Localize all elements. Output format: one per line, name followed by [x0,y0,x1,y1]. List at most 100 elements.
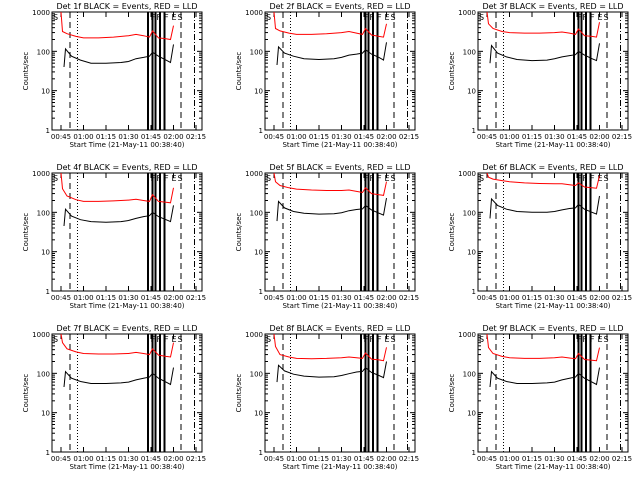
y-axis-label: Counts/sec [235,213,243,252]
y-tick-label: 10 [467,88,476,96]
lld-series-line [486,333,600,362]
x-tick-label: 02:00 [163,294,183,302]
x-axis-label: Start Time (21-May-11 00:38:40) [495,141,610,149]
y-axis-label: Counts/sec [235,52,243,91]
detector-panel-6: Det 6f BLACK = Events, RED = LLD 1 10 100 10… [448,163,632,310]
y-tick-label: 100 [463,209,476,217]
y-tick-label: 10 [41,249,50,257]
x-tick-label: 01:30 [118,133,138,141]
y-tick-label: 10 [41,410,50,418]
flag-label: S [266,13,271,22]
x-tick-label: 02:00 [163,133,183,141]
flag-label: F [370,335,375,344]
x-tick-label: 01:45 [567,455,587,463]
x-tick-label: 02:15 [186,294,206,302]
y-tick-label: 10 [467,249,476,257]
flag-label: F [364,335,369,344]
y-tick-label: 1000 [458,331,476,339]
lld-series-line [273,172,387,196]
flag-label: S [178,335,183,344]
x-tick-label: 01:15 [309,455,329,463]
x-tick-label: 02:15 [186,455,206,463]
x-axis-label: Start Time (21-May-11 00:38:40) [69,463,184,471]
x-tick-label: 01:15 [96,133,116,141]
x-tick-label: 02:15 [399,133,419,141]
flag-label: F [583,174,588,183]
y-axis-label: Counts/sec [22,374,30,413]
flag-label: E [172,174,177,183]
y-tick-label: 100 [250,48,263,56]
detector-panel-1: Det 1f BLACK = Events, RED = LLD 1 10 100 10… [22,2,206,149]
lld-series-line [486,172,600,189]
y-tick-label: 10 [41,88,50,96]
flag-label: S [266,335,271,344]
flag-label: S [53,13,58,22]
panel-title: Det 7f BLACK = Events, RED = LLD [56,324,197,333]
x-tick-label: 01:15 [309,133,329,141]
x-tick-label: 01:00 [499,133,519,141]
x-tick-label: 01:15 [522,294,542,302]
plot-frame [264,11,416,131]
x-axis-label: Start Time (21-May-11 00:38:40) [495,302,610,310]
y-tick-label: 1 [259,127,263,135]
lld-series-line [60,11,174,41]
x-tick-label: 01:00 [499,294,519,302]
flag-label: F [164,13,169,22]
x-tick-label: 01:30 [544,455,564,463]
x-tick-label: 00:45 [51,455,71,463]
flag-label: E [598,335,603,344]
x-tick-label: 01:30 [331,133,351,141]
flag-label: F [164,174,169,183]
x-tick-label: 01:30 [118,294,138,302]
x-tick-label: 01:15 [522,133,542,141]
flag-label: S [479,174,484,183]
x-tick-label: 00:45 [477,133,497,141]
x-tick-label: 01:00 [73,133,93,141]
x-tick-label: 00:45 [264,294,284,302]
y-tick-label: 100 [250,370,263,378]
y-tick-label: 1 [46,127,50,135]
flag-label: E [172,335,177,344]
lld-series-line [60,172,174,204]
flag-label: E [385,13,390,22]
lld-series-line [486,11,600,38]
x-tick-label: 02:15 [612,133,632,141]
x-tick-label: 02:00 [376,133,396,141]
y-tick-label: 100 [250,209,263,217]
x-tick-label: 02:15 [399,455,419,463]
y-tick-label: 1000 [458,170,476,178]
plot-frame [264,172,416,292]
panel-title: Det 8f BLACK = Events, RED = LLD [269,324,410,333]
plot-frame [477,172,629,292]
x-tick-label: 01:30 [544,133,564,141]
x-tick-label: 01:00 [286,133,306,141]
lld-series-line [60,333,174,358]
x-tick-label: 01:45 [354,294,374,302]
events-series-line [63,205,174,227]
flag-label: F [164,335,169,344]
y-tick-label: 1 [259,449,263,457]
plot-frame [51,11,203,131]
y-tick-label: 10 [254,410,263,418]
flag-label: F [590,13,595,22]
x-tick-label: 01:00 [73,294,93,302]
flag-label: F [151,174,156,183]
y-tick-label: 1000 [245,170,263,178]
flag-label: F [583,335,588,344]
panel-title: Det 5f BLACK = Events, RED = LLD [269,163,410,172]
events-series-line [489,43,600,64]
flag-label: F [583,13,588,22]
events-series-line [63,367,174,388]
plot-frame [51,333,203,453]
y-tick-label: 100 [37,370,50,378]
x-tick-label: 00:45 [51,133,71,141]
flag-label: E [385,335,390,344]
x-tick-label: 02:00 [376,294,396,302]
x-tick-label: 01:45 [567,294,587,302]
flag-label: S [391,335,396,344]
y-tick-label: 100 [37,48,50,56]
y-axis-label: Counts/sec [448,52,456,91]
y-tick-label: 100 [37,209,50,217]
x-tick-label: 01:15 [96,294,116,302]
